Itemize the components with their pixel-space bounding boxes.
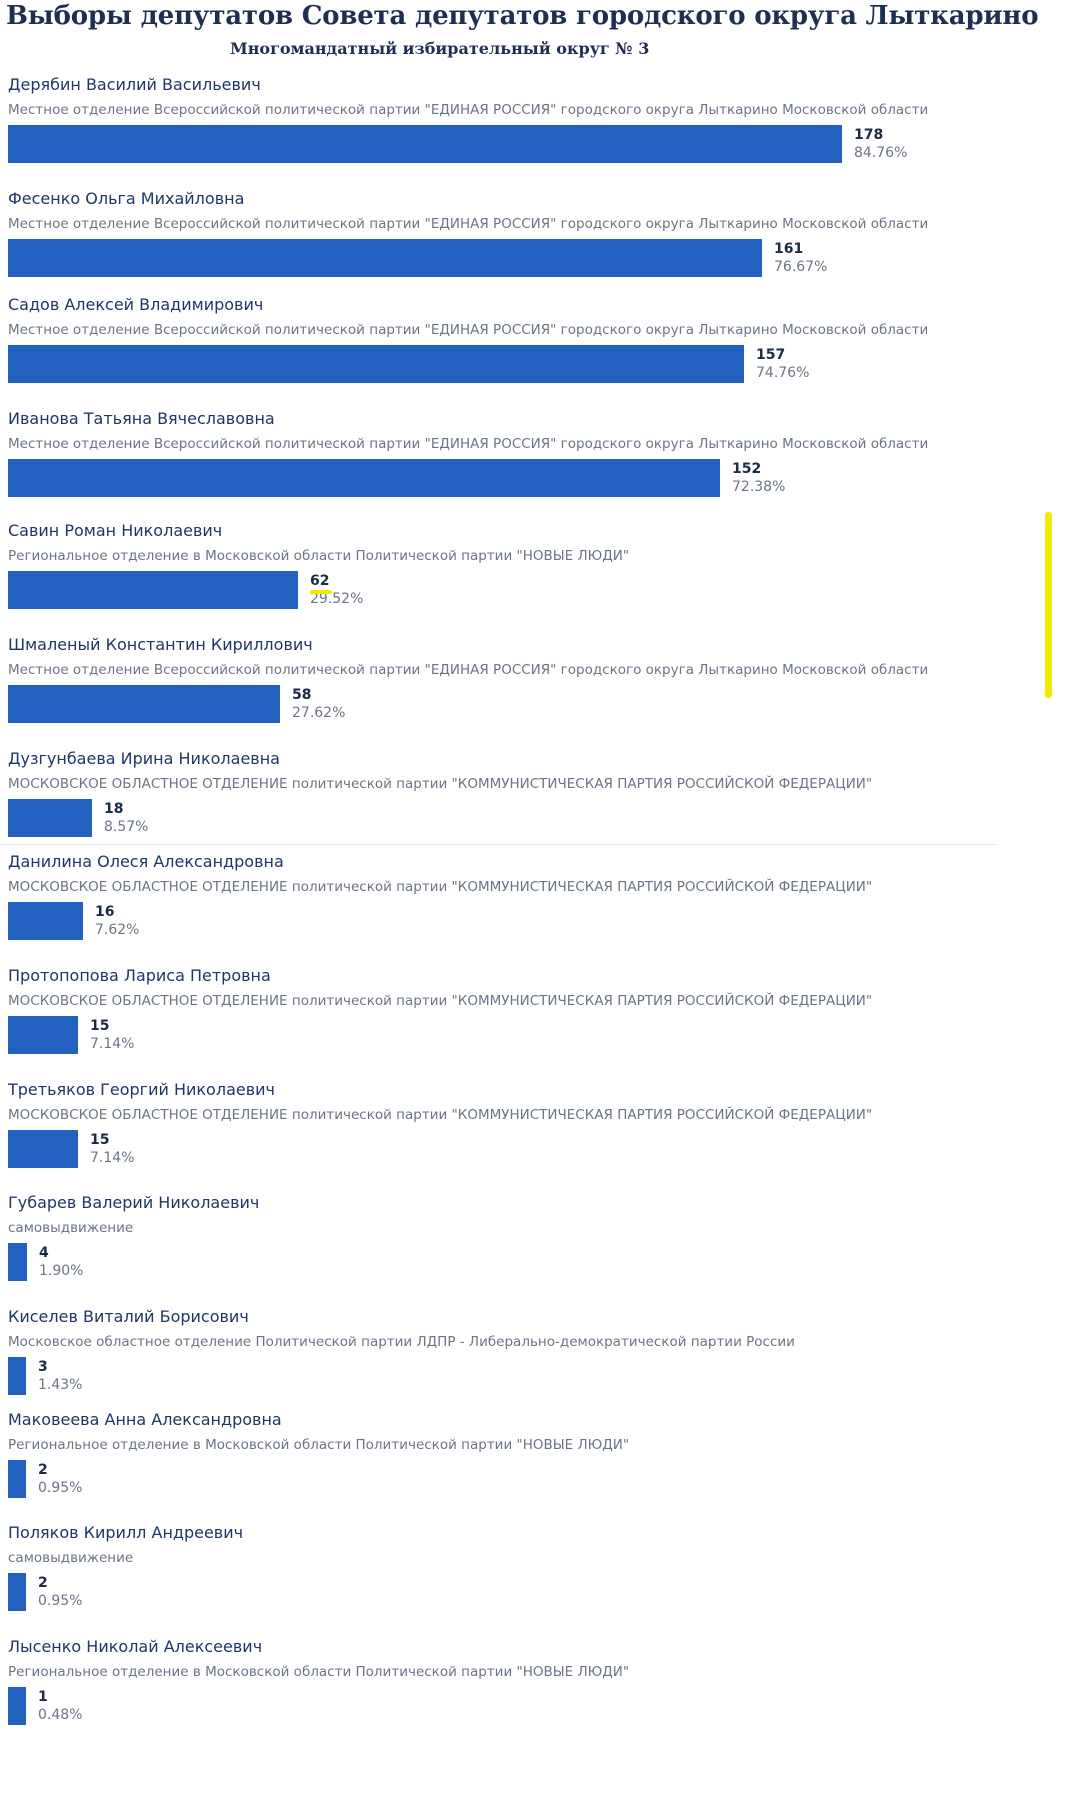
candidate-party: МОСКОВСКОЕ ОБЛАСТНОЕ ОТДЕЛЕНИЕ политичес… [8, 879, 873, 895]
chart-subtitle: Многомандатный избирательный округ № 3 [230, 39, 650, 58]
candidate-party: МОСКОВСКОЕ ОБЛАСТНОЕ ОТДЕЛЕНИЕ политичес… [8, 993, 873, 1009]
candidate-name: Дерябин Василий Васильевич [8, 75, 261, 94]
vote-percent-label: 84.76% [854, 145, 908, 161]
candidate-party: Местное отделение Всероссийской политиче… [8, 102, 929, 118]
vote-bar [8, 459, 720, 497]
vote-count-label: 4 [39, 1245, 49, 1261]
vote-count-label: 178 [854, 127, 884, 143]
candidate-name: Поляков Кирилл Андреевич [8, 1523, 244, 1542]
candidate-name: Савин Роман Николаевич [8, 521, 223, 540]
vote-count-label: 161 [774, 241, 804, 257]
candidate-entry: Савин Роман Николаевич Региональное отдел… [0, 521, 1000, 631]
highlight-marker [1045, 512, 1052, 698]
vote-bar [8, 1130, 78, 1168]
vote-percent-label: 1.90% [39, 1263, 84, 1279]
candidate-name: Иванова Татьяна Вячеславовна [8, 409, 275, 428]
candidate-name: Шмаленый Константин Кириллович [8, 635, 313, 654]
candidate-party: самовыдвижение [8, 1550, 134, 1566]
vote-bar [8, 571, 298, 609]
vote-bar [8, 125, 842, 163]
vote-percent-label: 7.14% [90, 1150, 135, 1166]
vote-percent-label: 7.62% [95, 922, 140, 938]
candidate-party: Региональное отделение в Московской обла… [8, 1437, 630, 1453]
vote-percent-label: 29.52% [310, 591, 364, 607]
vote-bar [8, 1243, 27, 1281]
vote-count-label: 1 [38, 1689, 48, 1705]
candidate-name: Садов Алексей Владимирович [8, 295, 264, 314]
candidate-entry: Третьяков Георгий Николаевич МОСКОВСКОЕ О… [0, 1080, 1000, 1190]
candidate-name: Лысенко Николай Алексеевич [8, 1637, 263, 1656]
vote-count-label: 15 [90, 1132, 110, 1148]
vote-bar [8, 1573, 26, 1611]
candidate-entry: Иванова Татьяна Вячеславовна Местное отде… [0, 409, 1000, 519]
vote-bar [8, 239, 762, 277]
candidate-party: МОСКОВСКОЕ ОБЛАСТНОЕ ОТДЕЛЕНИЕ политичес… [8, 776, 873, 792]
vote-percent-label: 72.38% [732, 479, 786, 495]
candidate-party: Местное отделение Всероссийской политиче… [8, 662, 929, 678]
candidate-party: Местное отделение Всероссийской политиче… [8, 436, 929, 452]
candidate-entry: Дерябин Василий Васильевич Местное отделе… [0, 75, 1000, 185]
candidate-entry: Поляков Кирилл Андреевич самовыдвижение 2 0… [0, 1523, 1000, 1633]
vote-bar [8, 685, 280, 723]
vote-count-label: 2 [38, 1575, 48, 1591]
vote-percent-label: 7.14% [90, 1036, 135, 1052]
candidate-entry: Маковеева Анна Александровна Региональное… [0, 1410, 1000, 1520]
vote-count-label: 16 [95, 904, 115, 920]
candidate-name: Данилина Олеся Александровна [8, 852, 284, 871]
vote-bar [8, 1687, 26, 1725]
vote-percent-label: 0.95% [38, 1593, 83, 1609]
candidate-name: Маковеева Анна Александровна [8, 1410, 282, 1429]
vote-count-label: 152 [732, 461, 762, 477]
vote-percent-label: 76.67% [774, 259, 828, 275]
candidate-party: Региональное отделение в Московской обла… [8, 1664, 630, 1680]
vote-count-label: 62 [310, 573, 330, 589]
candidate-party: МОСКОВСКОЕ ОБЛАСТНОЕ ОТДЕЛЕНИЕ политичес… [8, 1107, 873, 1123]
candidate-name: Дузгунбаева Ирина Николаевна [8, 749, 280, 768]
candidate-name: Губарев Валерий Николаевич [8, 1193, 260, 1212]
vote-percent-label: 27.62% [292, 705, 346, 721]
highlight-underline [310, 590, 332, 594]
candidate-entry: Лысенко Николай Алексеевич Региональное о… [0, 1637, 1000, 1747]
vote-bar [8, 902, 83, 940]
chart-title: Выборы депутатов Совета депутатов городс… [6, 1, 1039, 31]
vote-count-label: 15 [90, 1018, 110, 1034]
vote-count-label: 157 [756, 347, 786, 363]
vote-percent-label: 8.57% [104, 819, 149, 835]
candidate-entry: Киселев Виталий Борисович Московское обла… [0, 1307, 1000, 1417]
candidate-name: Третьяков Георгий Николаевич [8, 1080, 275, 1099]
vote-percent-label: 74.76% [756, 365, 810, 381]
candidate-entry: Протопопова Лариса Петровна МОСКОВСКОЕ ОБ… [0, 966, 1000, 1076]
vote-count-label: 2 [38, 1462, 48, 1478]
vote-bar [8, 1016, 78, 1054]
candidate-entry: Фесенко Ольга Михайловна Местное отделени… [0, 189, 1000, 299]
candidate-name: Фесенко Ольга Михайловна [8, 189, 245, 208]
vote-bar [8, 799, 92, 837]
candidate-party: Региональное отделение в Московской обла… [8, 548, 630, 564]
candidate-party: Местное отделение Всероссийской политиче… [8, 322, 929, 338]
candidate-name: Киселев Виталий Борисович [8, 1307, 249, 1326]
candidate-party: самовыдвижение [8, 1220, 134, 1236]
candidate-entry: Садов Алексей Владимирович Местное отделе… [0, 295, 1000, 405]
vote-percent-label: 1.43% [38, 1377, 83, 1393]
vote-bar [8, 345, 744, 383]
vote-count-label: 18 [104, 801, 124, 817]
divider [0, 844, 996, 845]
candidate-party: Местное отделение Всероссийской политиче… [8, 216, 929, 232]
candidate-entry: Данилина Олеся Александровна МОСКОВСКОЕ О… [0, 852, 1000, 962]
vote-percent-label: 0.48% [38, 1707, 83, 1723]
candidate-entry: Дузгунбаева Ирина Николаевна МОСКОВСКОЕ О… [0, 749, 1000, 859]
candidate-party: Московское областное отделение Политичес… [8, 1334, 795, 1350]
vote-bar [8, 1460, 26, 1498]
candidate-entry: Шмаленый Константин Кириллович Местное от… [0, 635, 1000, 745]
vote-bar [8, 1357, 26, 1395]
candidate-entry: Губарев Валерий Николаевич самовыдвижение… [0, 1193, 1000, 1303]
vote-count-label: 58 [292, 687, 312, 703]
vote-percent-label: 0.95% [38, 1480, 83, 1496]
vote-count-label: 3 [38, 1359, 48, 1375]
candidate-name: Протопопова Лариса Петровна [8, 966, 271, 985]
